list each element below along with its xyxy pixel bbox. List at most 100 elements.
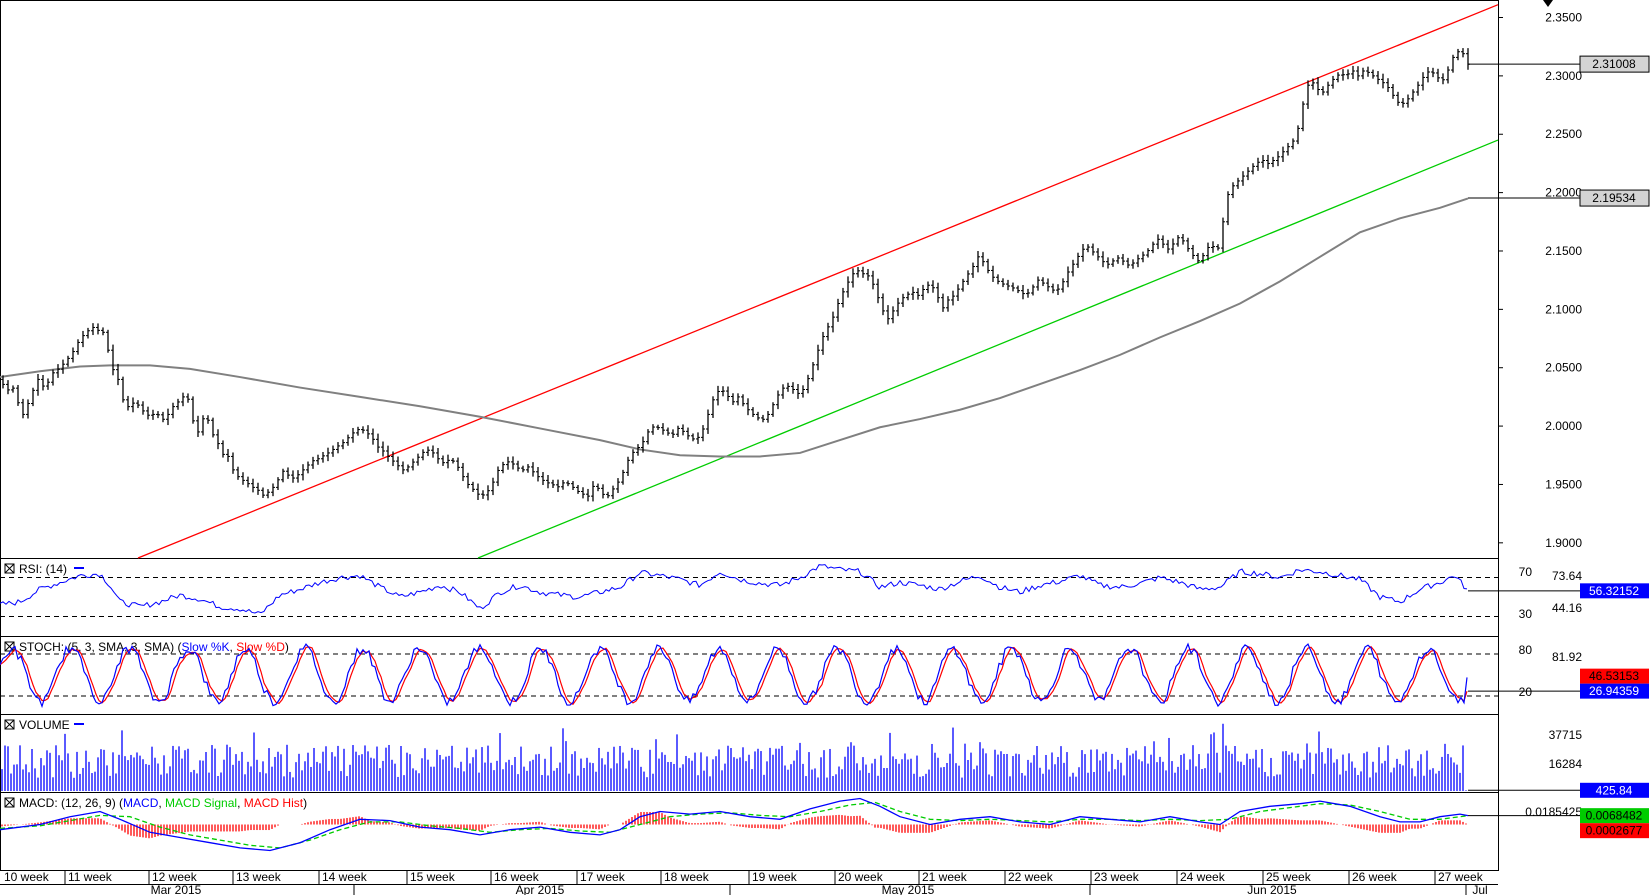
macd-hist-value-label: 0.0002677: [1586, 824, 1643, 838]
rsi-panel: RSI: (14) 70 73.64 56.32152 44.16 30: [0, 562, 1649, 621]
week-label: 11 week: [68, 870, 113, 884]
month-label: Apr 2015: [516, 883, 565, 895]
x-axis: 10 week 11 week 12 week 13 week 14 week 15 we…: [0, 870, 1498, 895]
price-tick-label: 2.3000: [1545, 69, 1582, 83]
price-tick-label: 1.9000: [1545, 536, 1582, 550]
price-tick-label: 2.0500: [1545, 361, 1582, 375]
macd-signal-line: [0, 801, 1469, 849]
macd-title-signal: MACD Signal: [165, 796, 237, 810]
volume-bars: [1, 723, 1467, 791]
stoch-close-icon[interactable]: [4, 641, 15, 652]
volume-panel: VOLUME 37715 16284 425.84: [1, 718, 1649, 798]
last-price-box: [1579, 55, 1650, 73]
stoch-close-icon-cross: [4, 641, 15, 652]
week-label: 10 week: [4, 870, 50, 884]
volume-tick-high: 37715: [1549, 728, 1583, 742]
week-label: 24 week: [1180, 870, 1226, 884]
stoch-d-line: [0, 645, 1468, 705]
macd-title-hist: MACD Hist: [244, 796, 304, 810]
upper-channel-line: [137, 4, 1499, 559]
stoch-k-value-label: 46.53153: [1589, 669, 1639, 683]
rsi-close-icon[interactable]: [4, 563, 15, 574]
week-label: 23 week: [1094, 870, 1140, 884]
rsi-level-70-label: 70: [1519, 565, 1533, 579]
stoch-max-label: 81.92: [1552, 650, 1582, 664]
macd-signal-value-box: [1580, 808, 1649, 824]
stoch-level-20-label: 20: [1519, 685, 1533, 699]
volume-close-icon-cross: [4, 719, 15, 730]
macd-title-sep2: ,: [237, 796, 244, 810]
macd-histogram: [1, 812, 1467, 839]
volume-close-icon[interactable]: [4, 719, 15, 730]
rsi-close-icon-cross: [4, 563, 15, 574]
week-label: 17 week: [580, 870, 626, 884]
rsi-value-label: 56.32152: [1589, 584, 1639, 598]
macd-hist-value-box: [1580, 823, 1649, 839]
lower-channel-line: [477, 139, 1499, 559]
stoch-d-value-label: 26.94359: [1589, 684, 1639, 698]
week-label: 18 week: [664, 870, 710, 884]
macd-title-prefix: MACD: (12, 26, 9) (: [19, 796, 123, 810]
price-y-axis: 2.3500 2.3000 2.2500 2.2000 2.1500 2.1000 2.05…: [1498, 11, 1582, 550]
week-label: 15 week: [410, 870, 456, 884]
week-label: 21 week: [922, 870, 968, 884]
price-tick-label: 2.2000: [1545, 186, 1582, 200]
stoch-title-suffix: ): [285, 640, 289, 654]
rsi-line: [0, 564, 1468, 614]
volume-title: VOLUME: [19, 718, 70, 732]
rsi-value-box: [1580, 583, 1649, 599]
ma-value-label: 2.19534: [1592, 191, 1636, 205]
price-tick-label: 1.9500: [1545, 477, 1582, 491]
volume-value-box: [1580, 782, 1649, 798]
week-label: 26 week: [1352, 870, 1398, 884]
rsi-title: RSI: (14): [19, 562, 67, 576]
stoch-title-sep: ,: [230, 640, 237, 654]
month-label: Mar 2015: [151, 883, 202, 895]
stoch-title: STOCH: (5, 3, SMA, 3, SMA) (Slow %K, Slo…: [19, 640, 289, 654]
price-tick-label: 2.3500: [1545, 11, 1582, 25]
stoch-levels: [0, 653, 1498, 697]
top-marker-icon: [1543, 0, 1553, 7]
macd-title-macd: MACD: [123, 796, 159, 810]
stoch-panel: STOCH: (5, 3, SMA, 3, SMA) (Slow %K, Slo…: [0, 640, 1649, 709]
stoch-level-80-label: 80: [1519, 643, 1533, 657]
volume-tick-low: 16284: [1549, 757, 1583, 771]
stoch-k-line: [0, 642, 1468, 709]
macd-signal-value-label: 0.0068482: [1586, 809, 1643, 823]
month-label: Jul: [1472, 883, 1487, 895]
ma-value-box: [1579, 189, 1650, 207]
macd-close-icon[interactable]: [4, 797, 15, 808]
panel-frames: [0, 0, 1499, 871]
price-tick-label: 2.2500: [1545, 127, 1582, 141]
stoch-title-k: Slow %K: [181, 640, 229, 654]
macd-title: MACD: (12, 26, 9) (MACD, MACD Signal, MA…: [19, 796, 307, 810]
week-label: 20 week: [838, 870, 884, 884]
week-label: 22 week: [1008, 870, 1054, 884]
month-label: May 2015: [882, 883, 935, 895]
moving-average-line: [0, 197, 1469, 458]
rsi-min-label: 44.16: [1552, 601, 1582, 615]
week-label: 12 week: [152, 870, 198, 884]
week-label: 16 week: [494, 870, 540, 884]
week-label: 14 week: [322, 870, 368, 884]
macd-line: [0, 797, 1469, 852]
price-tick-label: 2.1000: [1545, 302, 1582, 316]
rsi-level-30-label: 30: [1519, 607, 1533, 621]
stoch-d-value-box: [1580, 683, 1649, 699]
week-label: 13 week: [236, 870, 282, 884]
price-tick-label: 2.1500: [1545, 244, 1582, 258]
rsi-max-label: 73.64: [1552, 569, 1582, 583]
macd-top-label: 0.0185425: [1525, 805, 1582, 819]
macd-panel: MACD: (12, 26, 9) (MACD, MACD Signal, MA…: [0, 796, 1649, 852]
month-label: Jun 2015: [1247, 883, 1297, 895]
macd-title-suffix: ): [303, 796, 307, 810]
macd-close-icon-cross: [4, 797, 15, 808]
price-bars: [1, 48, 1470, 502]
price-tags: 2.31008 2.19534: [1468, 55, 1650, 207]
price-tick-label: 2.0000: [1545, 419, 1582, 433]
week-label: 27 week: [1438, 870, 1484, 884]
volume-value-label: 425.84: [1596, 783, 1633, 797]
last-price-label: 2.31008: [1592, 57, 1636, 71]
